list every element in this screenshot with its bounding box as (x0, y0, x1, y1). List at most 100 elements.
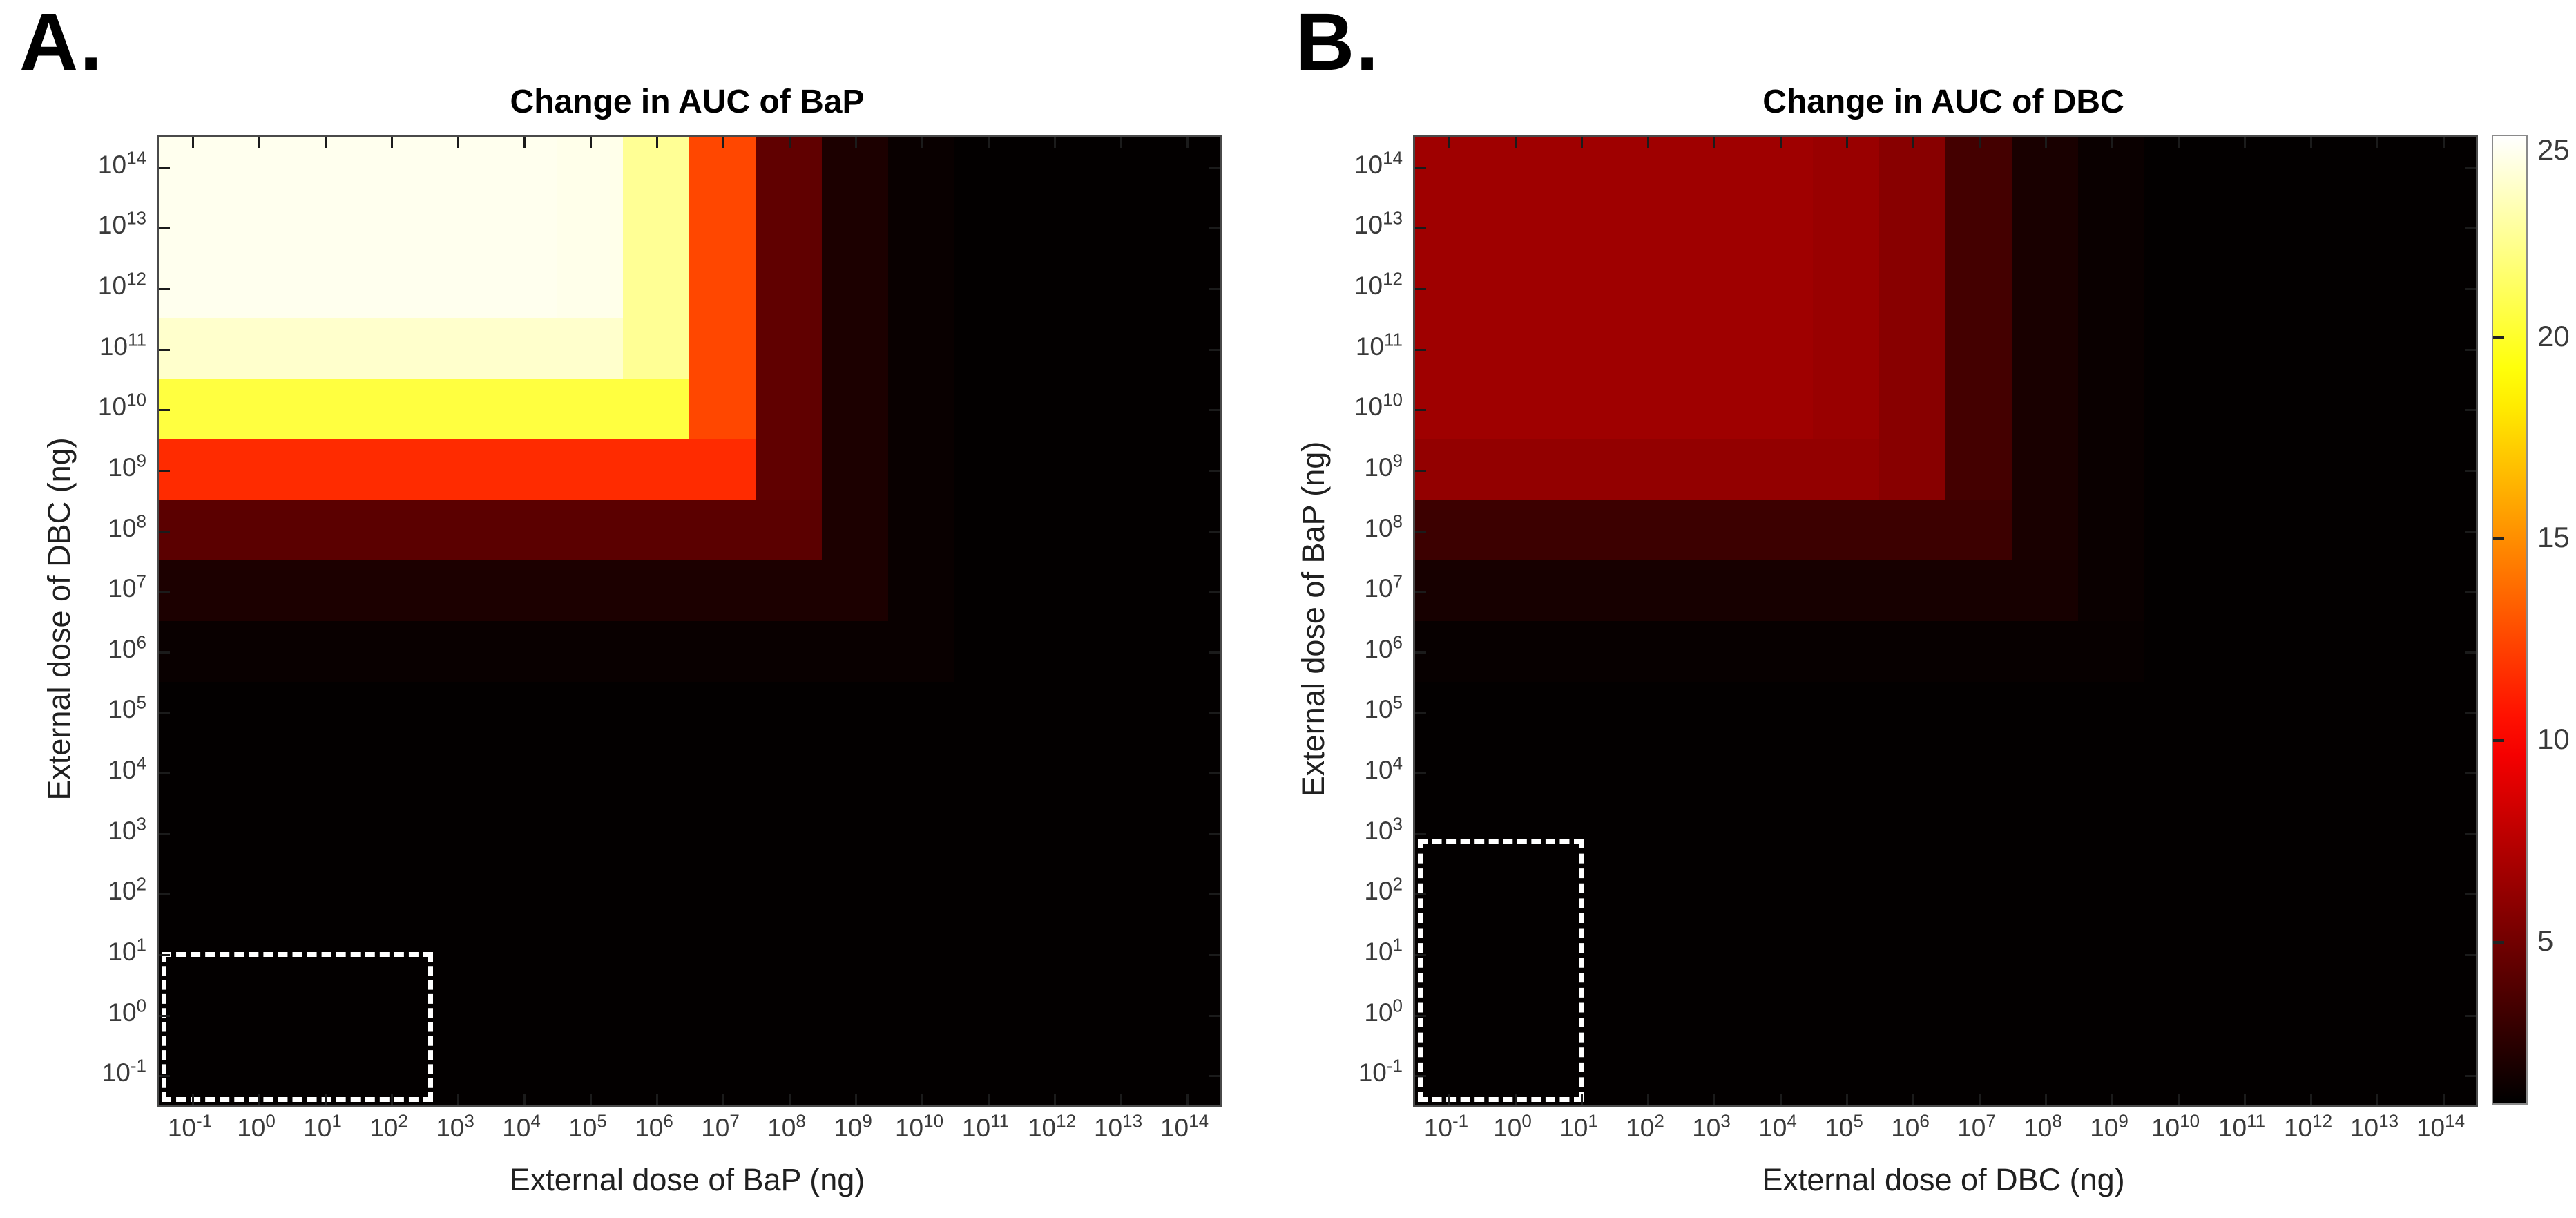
heatmap-cell (623, 863, 689, 924)
heatmap-cell (1481, 802, 1548, 864)
heatmap-cell (1879, 318, 1945, 379)
axis-tick-mark (2465, 1014, 2476, 1017)
heatmap-cell (2144, 621, 2211, 682)
axis-tick-mark (1415, 469, 1426, 472)
heatmap-cell (2277, 560, 2343, 621)
heatmap-cell (1879, 802, 1945, 864)
heatmap-cell (1680, 742, 1747, 803)
heatmap-cell (159, 499, 225, 561)
heatmap-cell (623, 197, 689, 258)
x-tick-label: 1011 (2218, 1110, 2266, 1142)
heatmap-cell (1747, 197, 1813, 258)
heatmap-cell (2078, 258, 2144, 318)
heatmap-cell (1747, 742, 1813, 803)
heatmap-cell (689, 621, 756, 682)
heatmap-cell (623, 924, 689, 984)
axis-tick-mark (2465, 772, 2476, 775)
heatmap-cell (1945, 318, 2012, 379)
heatmap-cell (954, 802, 1021, 864)
heatmap-cell (888, 560, 954, 621)
heatmap-cell (225, 258, 291, 318)
heatmap-cell (954, 984, 1021, 1045)
heatmap-cell (424, 439, 490, 500)
heatmap-cell (225, 379, 291, 440)
heatmap-cell (822, 681, 888, 743)
colorbar (2492, 135, 2528, 1105)
heatmap-cell (1614, 560, 1680, 621)
axis-tick-mark (159, 227, 170, 230)
heatmap-cell (1680, 499, 1747, 561)
heatmap-cell (424, 379, 490, 440)
heatmap-cell (822, 742, 888, 803)
heatmap-cell (1945, 863, 2012, 924)
axis-tick-mark (192, 1094, 194, 1105)
heatmap-cell (1680, 197, 1747, 258)
heatmap-cell (557, 439, 623, 500)
colorbar-tick-label: 5 (2537, 924, 2554, 957)
axis-tick-mark (1846, 1094, 1848, 1105)
axis-tick-mark (1448, 137, 1450, 148)
heatmap-cell (1747, 560, 1813, 621)
heatmap-cell (557, 681, 623, 743)
colorbar-tick-mark (2493, 336, 2504, 339)
heatmap-cell (1548, 560, 1614, 621)
heatmap-cell (424, 863, 490, 924)
heatmap-cell (291, 439, 358, 500)
heatmap-cell (1680, 924, 1747, 984)
y-tick-label: 1011 (99, 329, 146, 361)
heatmap-cell (1747, 318, 1813, 379)
heatmap-cell (358, 439, 424, 500)
heatmap-cell (1087, 742, 1153, 803)
axis-tick-mark (2111, 1094, 2113, 1105)
heatmap-cell (954, 258, 1021, 318)
axis-tick-mark (1209, 893, 1220, 896)
heatmap-cell (888, 258, 954, 318)
heatmap-cell (2277, 924, 2343, 984)
heatmap-cell (424, 318, 490, 379)
heatmap-cell (557, 802, 623, 864)
y-tick-label: 1012 (97, 268, 146, 301)
y-tick-label: 104 (1364, 752, 1403, 785)
heatmap-cell (2144, 802, 2211, 864)
y-tick-label: 1013 (97, 208, 146, 240)
heatmap-cell (689, 197, 756, 258)
heatmap-cell (1680, 560, 1747, 621)
heatmap-cell (424, 984, 490, 1045)
axis-tick-mark (722, 1094, 724, 1105)
heatmap-cell (1813, 742, 1879, 803)
axis-tick-mark (1979, 1094, 1981, 1105)
axis-tick-mark (159, 409, 170, 412)
axis-tick-mark (1415, 651, 1426, 654)
heatmap-cell (888, 984, 954, 1045)
heatmap-cell (2144, 258, 2211, 318)
heatmap-cell (557, 379, 623, 440)
heatmap-cell (490, 379, 557, 440)
axis-tick-mark (1780, 1094, 1782, 1105)
axis-tick-mark (159, 1014, 170, 1017)
heatmap-cell (557, 499, 623, 561)
heatmap-cell (2012, 439, 2078, 500)
heatmap-cell (557, 197, 623, 258)
axis-tick-mark (2111, 137, 2113, 148)
heatmap-cell (689, 984, 756, 1045)
x-tick-label: 1011 (961, 1110, 1010, 1142)
colorbar-tick-mark (2493, 739, 2504, 742)
heatmap-cell (756, 560, 822, 621)
heatmap-cell (756, 681, 822, 743)
panel-b-dashed-region (1418, 838, 1584, 1102)
axis-tick-mark (1448, 1094, 1450, 1105)
heatmap-cell (2211, 742, 2277, 803)
x-tick-label: 1013 (1093, 1110, 1143, 1142)
heatmap-cell (1813, 863, 1879, 924)
axis-tick-mark (656, 1094, 658, 1105)
heatmap-cell (822, 439, 888, 500)
heatmap-cell (2343, 499, 2410, 561)
heatmap-cell (358, 984, 424, 1045)
heatmap-cell (2078, 863, 2144, 924)
heatmap-cell (159, 318, 225, 379)
axis-tick-mark (988, 1094, 990, 1105)
heatmap-cell (1021, 560, 1087, 621)
axis-tick-mark (2376, 137, 2378, 148)
axis-tick-mark (1209, 409, 1220, 412)
heatmap-cell (424, 742, 490, 803)
